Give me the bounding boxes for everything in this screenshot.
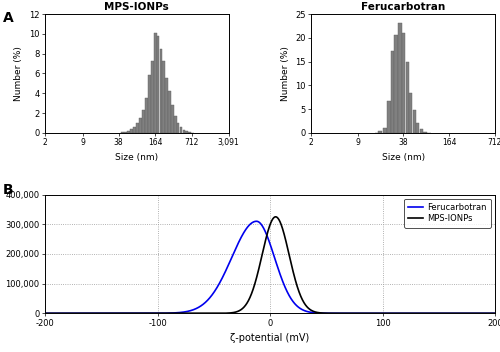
Ferucarbotran bbox=[478, 311, 484, 315]
MPS-IONPs bbox=[369, 311, 375, 315]
Bar bbox=[142, 110, 145, 133]
Bar bbox=[154, 33, 156, 133]
Ferucarbotran bbox=[456, 311, 462, 315]
MPS-IONPs bbox=[272, 215, 278, 219]
Title: Ferucarbotran: Ferucarbotran bbox=[361, 2, 446, 12]
Ferucarbotran bbox=[231, 250, 237, 254]
Bar bbox=[140, 118, 142, 133]
X-axis label: ζ-potential (mV): ζ-potential (mV) bbox=[230, 333, 310, 344]
Bar bbox=[378, 131, 382, 133]
Bar bbox=[160, 49, 162, 133]
Bar bbox=[174, 116, 176, 133]
Bar bbox=[182, 130, 185, 133]
Bar bbox=[130, 129, 133, 133]
Y-axis label: Number (%): Number (%) bbox=[280, 46, 289, 101]
Bar bbox=[180, 127, 182, 133]
Ferucarbotran bbox=[256, 220, 262, 224]
Bar bbox=[148, 75, 150, 133]
MPS-IONPs bbox=[492, 311, 498, 315]
Bar bbox=[177, 123, 180, 133]
Bar bbox=[168, 91, 171, 133]
Bar bbox=[412, 109, 416, 133]
Ferucarbotran bbox=[254, 219, 260, 224]
Ferucarbotran bbox=[492, 311, 498, 315]
Text: A: A bbox=[2, 11, 13, 25]
MPS-IONPs bbox=[234, 309, 240, 314]
Line: Ferucarbotran: Ferucarbotran bbox=[45, 221, 495, 313]
Line: MPS-IONPs: MPS-IONPs bbox=[45, 217, 495, 313]
Bar bbox=[128, 131, 130, 133]
Legend: Ferucarbotran, MPS-IONPs: Ferucarbotran, MPS-IONPs bbox=[404, 199, 491, 227]
X-axis label: Size (nm): Size (nm) bbox=[116, 153, 158, 162]
Ferucarbotran bbox=[369, 311, 375, 315]
Bar bbox=[188, 132, 191, 133]
MPS-IONPs bbox=[231, 310, 237, 315]
Bar bbox=[166, 78, 168, 133]
Bar bbox=[398, 23, 402, 133]
Bar bbox=[402, 33, 405, 133]
MPS-IONPs bbox=[478, 311, 484, 315]
Bar bbox=[420, 129, 424, 133]
Bar bbox=[383, 128, 386, 133]
MPS-IONPs bbox=[456, 311, 462, 315]
Y-axis label: Number (%): Number (%) bbox=[14, 46, 24, 101]
Text: B: B bbox=[2, 183, 13, 197]
MPS-IONPs bbox=[256, 267, 262, 271]
Bar bbox=[124, 132, 127, 133]
Bar bbox=[134, 127, 136, 133]
Title: MPS-IONPs: MPS-IONPs bbox=[104, 2, 169, 12]
Bar bbox=[394, 34, 398, 133]
Bar bbox=[162, 61, 165, 133]
Bar bbox=[416, 123, 420, 133]
Bar bbox=[136, 123, 139, 133]
Bar bbox=[388, 101, 390, 133]
Bar bbox=[409, 93, 412, 133]
Bar bbox=[157, 36, 160, 133]
Bar bbox=[391, 51, 394, 133]
Bar bbox=[186, 131, 188, 133]
Bar bbox=[406, 62, 409, 133]
Bar bbox=[171, 105, 173, 133]
X-axis label: Size (nm): Size (nm) bbox=[382, 153, 424, 162]
MPS-IONPs bbox=[42, 311, 48, 315]
Bar bbox=[424, 132, 426, 133]
Bar bbox=[145, 98, 148, 133]
Bar bbox=[151, 61, 154, 133]
Bar bbox=[121, 132, 124, 133]
Ferucarbotran bbox=[234, 242, 240, 246]
Ferucarbotran bbox=[42, 311, 48, 315]
